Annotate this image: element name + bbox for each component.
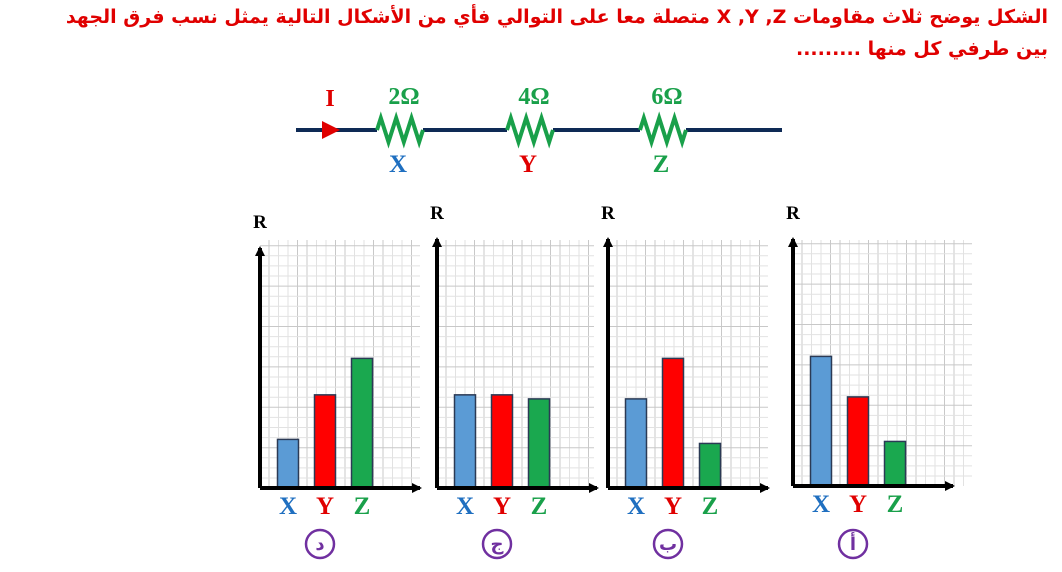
option-marker[interactable] xyxy=(481,528,513,560)
option-marker[interactable] xyxy=(837,528,869,560)
bar-x xyxy=(453,394,477,489)
bar-x xyxy=(624,398,648,489)
tick-label-y: Y xyxy=(664,493,682,520)
chart-option-2: X Y Z R ج xyxy=(430,203,599,560)
resistor-y-name: Y xyxy=(519,151,537,178)
bar-y xyxy=(661,357,685,489)
tick-label-x: X xyxy=(812,491,830,518)
tick-label-y: Y xyxy=(493,493,511,520)
resistor-y-symbol xyxy=(505,111,555,149)
resistor-z-symbol xyxy=(638,111,688,149)
resistor-y-value: 4Ω xyxy=(518,84,549,110)
chart-option-4: X Y Z R أ xyxy=(786,203,972,560)
current-label: I xyxy=(325,86,334,112)
option-label: أ xyxy=(850,532,856,555)
option-label: ب xyxy=(659,534,677,555)
tick-label-x: X xyxy=(627,493,645,520)
tick-label-z: Z xyxy=(702,493,719,520)
tick-label-z: Z xyxy=(354,493,371,520)
resistor-x-name: X xyxy=(389,151,407,178)
option-label: ج xyxy=(491,534,504,555)
option-marker[interactable] xyxy=(304,528,336,560)
bar-z xyxy=(883,440,907,487)
bar-z xyxy=(527,398,551,489)
bar-x xyxy=(809,355,833,487)
chart-option-3: X Y Z R ب xyxy=(601,203,770,560)
resistor-z-name: Z xyxy=(653,151,670,178)
resistor-z-value: 6Ω xyxy=(651,84,682,110)
y-axis-label: R xyxy=(253,212,267,233)
bar-y xyxy=(313,394,337,489)
question-line-1: الشكل يوضح ثلاث مقاومات X ,Y ,Z متصلة مع… xyxy=(65,6,1048,28)
y-axis-label: R xyxy=(430,203,444,224)
option-marker[interactable] xyxy=(652,528,684,560)
bar-y xyxy=(490,394,514,489)
y-axis-label: R xyxy=(601,203,615,224)
tick-label-y: Y xyxy=(849,491,867,518)
tick-label-y: Y xyxy=(316,493,334,520)
tick-label-z: Z xyxy=(531,493,548,520)
tick-label-x: X xyxy=(279,493,297,520)
bar-z xyxy=(698,442,722,489)
series-circuit: I 2Ω X 4Ω Y 6Ω Z xyxy=(296,84,782,178)
current-arrow-icon xyxy=(322,121,340,139)
resistor-x-value: 2Ω xyxy=(388,84,419,110)
resistor-x-symbol xyxy=(375,111,425,149)
question-line-2: بين طرفي كل منها ......... xyxy=(796,38,1048,60)
bar-z xyxy=(350,357,374,489)
option-label: د xyxy=(315,534,324,555)
chart-option-1: X Y Z R د xyxy=(253,212,422,560)
tick-label-z: Z xyxy=(887,491,904,518)
tick-label-x: X xyxy=(456,493,474,520)
bar-x xyxy=(276,438,300,489)
y-axis-label: R xyxy=(786,203,800,224)
bar-y xyxy=(846,396,870,487)
